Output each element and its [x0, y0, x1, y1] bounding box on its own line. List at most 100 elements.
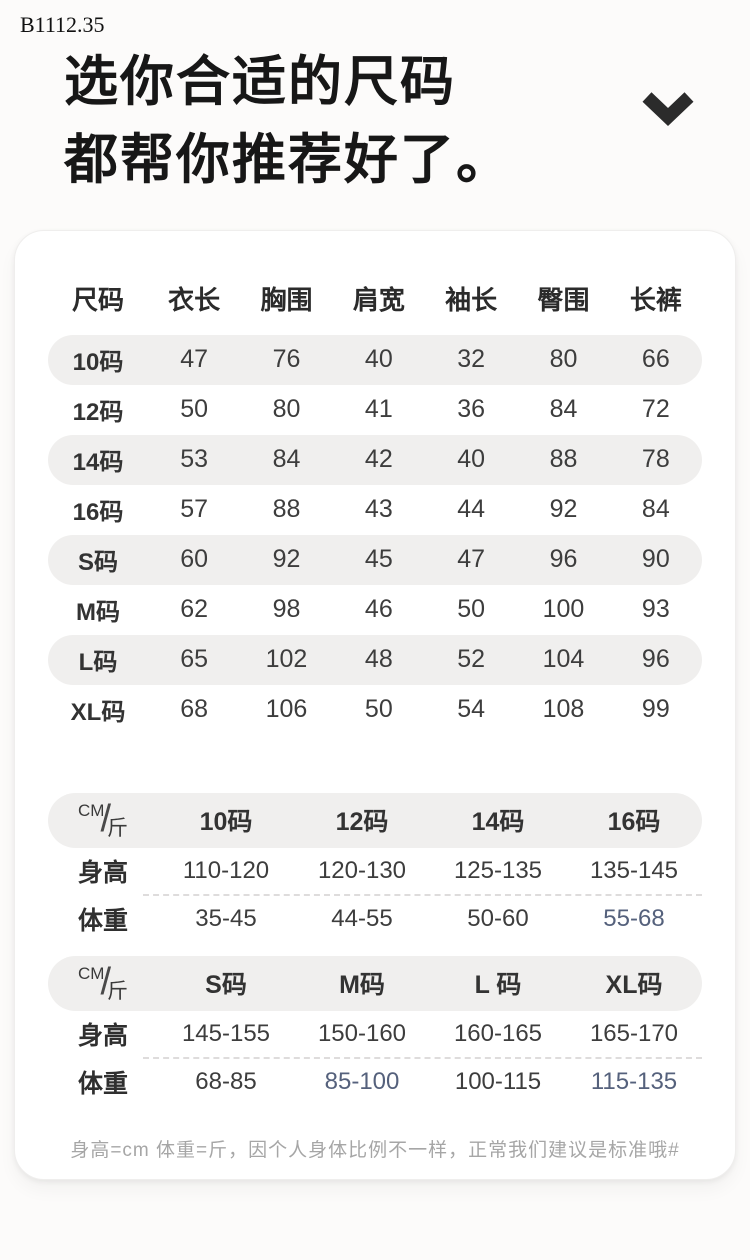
title-row: 选你合适的尺码 都帮你推荐好了。: [0, 44, 750, 200]
fit-table-child-header: CM/斤 10码 12码 14码 16码: [48, 792, 702, 848]
size-table: 尺码 衣长 胸围 肩宽 袖长 臀围 长裤 10码 47 76 40 32 80 …: [48, 275, 702, 735]
cell: 42: [364, 445, 393, 473]
col-header-pants: 长裤: [629, 285, 682, 315]
cell: 145-155: [181, 1019, 271, 1047]
cell: 40: [457, 445, 486, 473]
cell: 68: [180, 695, 209, 723]
row-label: 10码: [72, 349, 124, 376]
size-table-header: 尺码 衣长 胸围 肩宽 袖长 臀围 长裤: [48, 275, 702, 323]
col-size: 10码: [199, 808, 253, 836]
col-size: S码: [205, 971, 247, 999]
cell: 44-55: [331, 904, 393, 932]
table-row: XL码 68 106 50 54 108 99: [48, 685, 702, 735]
cell: 135-145: [589, 856, 679, 884]
row-label: 12码: [72, 399, 124, 426]
footnote: 身高=cm 体重=斤，因个人身体比例不一样，正常我们建议是标准哦#: [70, 1139, 680, 1161]
product-code: B1112.35: [20, 12, 105, 37]
cell: 50: [364, 695, 393, 723]
cell: 50-60: [467, 904, 529, 932]
unit-cm: CM: [77, 801, 105, 820]
cell: 53: [180, 445, 209, 473]
cell: 46: [364, 595, 393, 623]
col-header-sleeve: 袖长: [445, 285, 498, 315]
cell: 85-100: [324, 1067, 400, 1095]
cell: 84: [641, 495, 670, 523]
col-header-size: 尺码: [71, 285, 124, 315]
row-label-height: 身高: [77, 1021, 128, 1050]
col-size: XL码: [605, 971, 663, 999]
cell: 96: [549, 545, 578, 573]
dashed-divider: [143, 1056, 702, 1059]
fit-table-child: CM/斤 10码 12码 14码 16码 身高 110-120 120-130 …: [48, 792, 702, 942]
cell: 60: [180, 545, 209, 573]
col-size: M码: [339, 971, 385, 999]
fit-table-adult-header: CM/斤 S码 M码 L 码 XL码: [48, 955, 702, 1011]
cell: 160-165: [453, 1019, 543, 1047]
cell: 76: [272, 345, 301, 373]
weight-row: 体重 68-85 85-100 100-115 115-135: [48, 1059, 702, 1105]
title-line-2: 都帮你推荐好了。: [64, 129, 512, 190]
cell: 100: [542, 595, 585, 623]
cell: 32: [457, 345, 486, 373]
cell: 104: [542, 645, 585, 673]
cell: 62: [180, 595, 209, 623]
row-label: 14码: [72, 449, 124, 476]
cell: 108: [542, 695, 585, 723]
cell: 55-68: [603, 904, 665, 932]
row-label-weight: 体重: [77, 1069, 128, 1098]
table-row: M码 62 98 46 50 100 93: [48, 585, 702, 635]
row-label: 16码: [72, 499, 124, 526]
cell: 54: [457, 695, 486, 723]
cell: 35-45: [195, 904, 257, 932]
cell: 115-135: [590, 1067, 678, 1095]
slash-icon: /: [100, 961, 111, 1003]
cell: 44: [457, 495, 486, 523]
col-size: 12码: [335, 808, 389, 836]
col-size: L 码: [474, 971, 522, 999]
cell: 125-135: [453, 856, 543, 884]
cell: 98: [272, 595, 301, 623]
cell: 110-120: [182, 856, 270, 884]
unit-jin: 斤: [107, 980, 128, 1003]
table-row: 16码 57 88 43 44 92 84: [48, 485, 702, 535]
cell: 66: [641, 345, 670, 373]
table-row: S码 60 92 45 47 96 90: [48, 534, 702, 585]
chevron-down-icon: [642, 92, 694, 126]
slash-icon: /: [100, 798, 111, 840]
cell: 50: [457, 595, 486, 623]
col-header-length: 衣长: [168, 285, 221, 315]
col-size: 14码: [471, 808, 525, 836]
cell: 92: [549, 495, 578, 523]
unit-cm: CM: [77, 964, 105, 983]
cell: 65: [180, 645, 209, 673]
cm-per-jin-unit-label: CM/斤: [48, 961, 158, 1005]
weight-row: 体重 35-45 44-55 50-60 55-68: [48, 896, 702, 942]
size-chart-card: 尺码 衣长 胸围 肩宽 袖长 臀围 长裤 10码 47 76 40 32 80 …: [14, 229, 736, 1180]
cell: 57: [180, 495, 209, 523]
col-header-shoulder: 肩宽: [352, 285, 405, 315]
cell: 84: [272, 445, 301, 473]
cell: 68-85: [195, 1067, 257, 1095]
cell: 48: [364, 645, 393, 673]
page: B1112.35 选你合适的尺码 都帮你推荐好了。 尺码 衣长 胸围 肩宽 袖长…: [0, 12, 750, 1180]
cell: 120-130: [317, 856, 407, 884]
cell: 150-160: [317, 1019, 407, 1047]
cell: 102: [265, 645, 308, 673]
cell: 45: [364, 545, 393, 573]
cell: 88: [549, 445, 578, 473]
col-header-hip: 臀围: [537, 285, 590, 315]
cm-per-jin-unit-label: CM/斤: [48, 798, 158, 842]
height-row: 身高 145-155 150-160 160-165 165-170: [48, 1011, 702, 1057]
table-row: 10码 47 76 40 32 80 66: [48, 334, 702, 385]
row-label: L码: [78, 649, 118, 676]
col-header-chest: 胸围: [260, 285, 313, 315]
cell: 72: [641, 395, 670, 423]
cell: 92: [272, 545, 301, 573]
cell: 78: [641, 445, 670, 473]
height-row: 身高 110-120 120-130 125-135 135-145: [48, 848, 702, 894]
cell: 90: [641, 545, 670, 573]
table-row: 14码 53 84 42 40 88 78: [48, 434, 702, 485]
cell: 47: [457, 545, 486, 573]
unit-jin: 斤: [107, 817, 128, 840]
row-label-height: 身高: [77, 858, 128, 887]
